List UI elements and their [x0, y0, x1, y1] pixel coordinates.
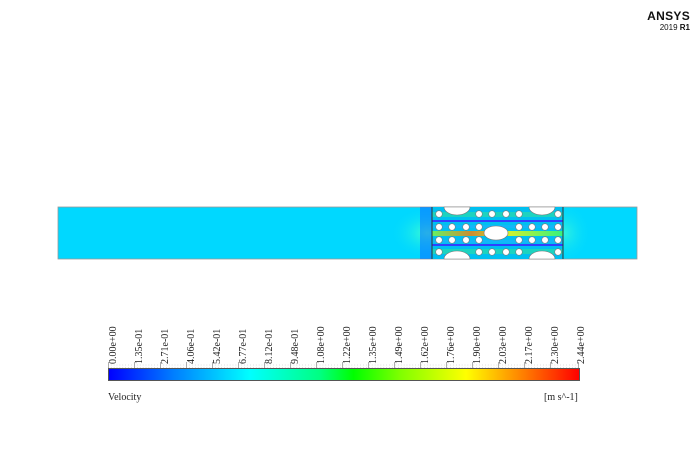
legend-tick: 2.17e+00: [524, 326, 535, 364]
legend-tick: 1.35e-01: [134, 328, 145, 364]
legend-variable-label: Velocity: [108, 392, 142, 403]
legend-tick: 1.08e+00: [316, 326, 327, 364]
legend-tick: 8.12e-01: [264, 328, 275, 364]
logo-brand: ANSYS: [647, 9, 690, 23]
legend-tick: 0.00e+00: [108, 326, 119, 364]
velocity-contour-plot: [57, 206, 638, 260]
legend-tick: 1.35e+00: [368, 326, 379, 364]
legend-tick: 1.90e+00: [472, 326, 483, 364]
legend-units-label: [m s^-1]: [544, 392, 578, 403]
legend-tick: 2.30e+00: [550, 326, 561, 364]
legend-tick: 5.42e-01: [212, 328, 223, 364]
velocity-colorbar: [108, 368, 580, 381]
legend-tick: 1.62e+00: [420, 326, 431, 364]
legend-tick: 1.76e+00: [446, 326, 457, 364]
logo-version: 2019 R1: [659, 23, 690, 32]
ansys-logo: ANSYS 2019 R1: [647, 10, 690, 33]
legend-tick: 2.44e+00: [576, 326, 587, 364]
flow-domain: [57, 206, 638, 260]
legend-tick: 9.48e-01: [290, 328, 301, 364]
legend-tick: 2.03e+00: [498, 326, 509, 364]
solid-obstacles: [435, 206, 562, 260]
legend-tick: 1.22e+00: [342, 326, 353, 364]
legend-tick: 6.77e-01: [238, 328, 249, 364]
legend-tick: 2.71e-01: [160, 328, 171, 364]
legend-tick: 1.49e+00: [394, 326, 405, 364]
legend-tick: 4.06e-01: [186, 328, 197, 364]
legend-tick-marks: [108, 362, 579, 368]
